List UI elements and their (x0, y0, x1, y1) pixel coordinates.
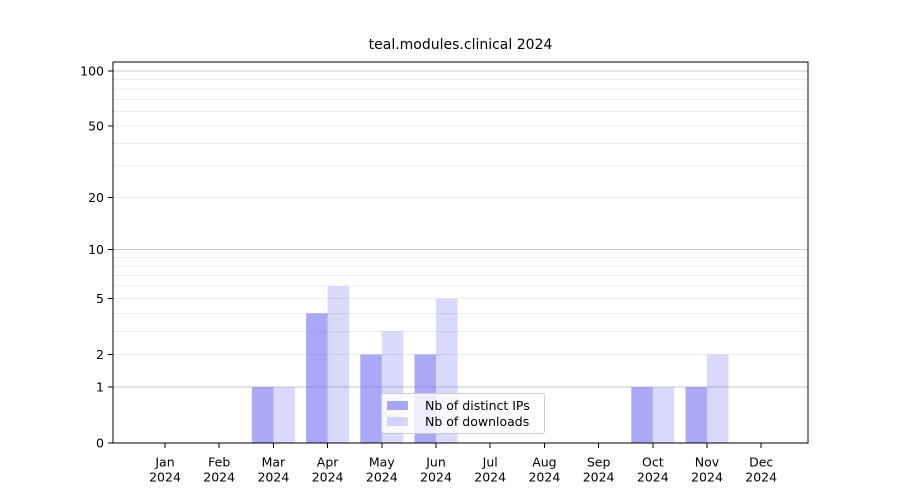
plot-frame (112, 61, 809, 444)
x-tick-label: Mar 2024 (257, 455, 289, 485)
y-tick-label: 1 (96, 380, 104, 395)
x-tick-label: Jun 2024 (420, 455, 452, 485)
y-tick-label: 10 (88, 242, 104, 257)
x-tick-label: Dec 2024 (745, 455, 777, 485)
legend-label-distinct-ips: Nb of distinct IPs (425, 398, 530, 413)
bar (631, 387, 653, 443)
x-tick-label: Feb 2024 (203, 455, 235, 485)
y-tick-label: 100 (80, 64, 104, 79)
x-tick-label: Apr 2024 (312, 455, 344, 485)
y-tick-label: 50 (88, 119, 104, 134)
gridlines-major (113, 70, 808, 388)
legend-label-downloads: Nb of downloads (425, 414, 530, 429)
x-axis-ticks: Jan 2024 Feb 2024 Mar 2024 Apr 2024 May 2024 Jun 20… (149, 443, 777, 485)
y-tick-label: 0 (96, 436, 104, 451)
bar (707, 354, 729, 443)
y-tick-label: 20 (88, 190, 104, 205)
x-tick-label: Oct 2024 (637, 455, 669, 485)
y-tick-label: 5 (96, 291, 104, 306)
x-tick-label: May 2024 (366, 455, 398, 485)
legend-entry-downloads: Nb of downloads (387, 414, 544, 429)
legend-entry-distinct-ips: Nb of distinct IPs (387, 398, 544, 413)
plot-title: teal.modules.clinical 2024 (368, 37, 553, 53)
legend: Nb of distinct IPs Nb of downloads (381, 393, 545, 434)
x-tick-label: Jul 2024 (474, 455, 506, 485)
y-axis-ticks: 0 1 2 5 10 20 50 100 (80, 64, 113, 451)
legend-swatch-distinct-ips-icon (387, 401, 408, 410)
x-tick-label: Sep 2024 (583, 455, 615, 485)
x-tick-label: Nov 2024 (691, 455, 723, 485)
bar (306, 313, 328, 443)
bar (251, 387, 274, 443)
bar (360, 354, 382, 443)
gridlines-minor (113, 78, 808, 355)
bar (652, 387, 675, 443)
bar (327, 286, 350, 443)
bars-distinct-ips (251, 313, 707, 443)
x-tick-label: Jan 2024 (149, 455, 181, 485)
y-tick-label: 2 (96, 347, 104, 362)
bar (685, 387, 707, 443)
bar (273, 387, 295, 443)
x-tick-label: Aug 2024 (528, 455, 560, 485)
legend-swatch-downloads-icon (387, 417, 408, 426)
